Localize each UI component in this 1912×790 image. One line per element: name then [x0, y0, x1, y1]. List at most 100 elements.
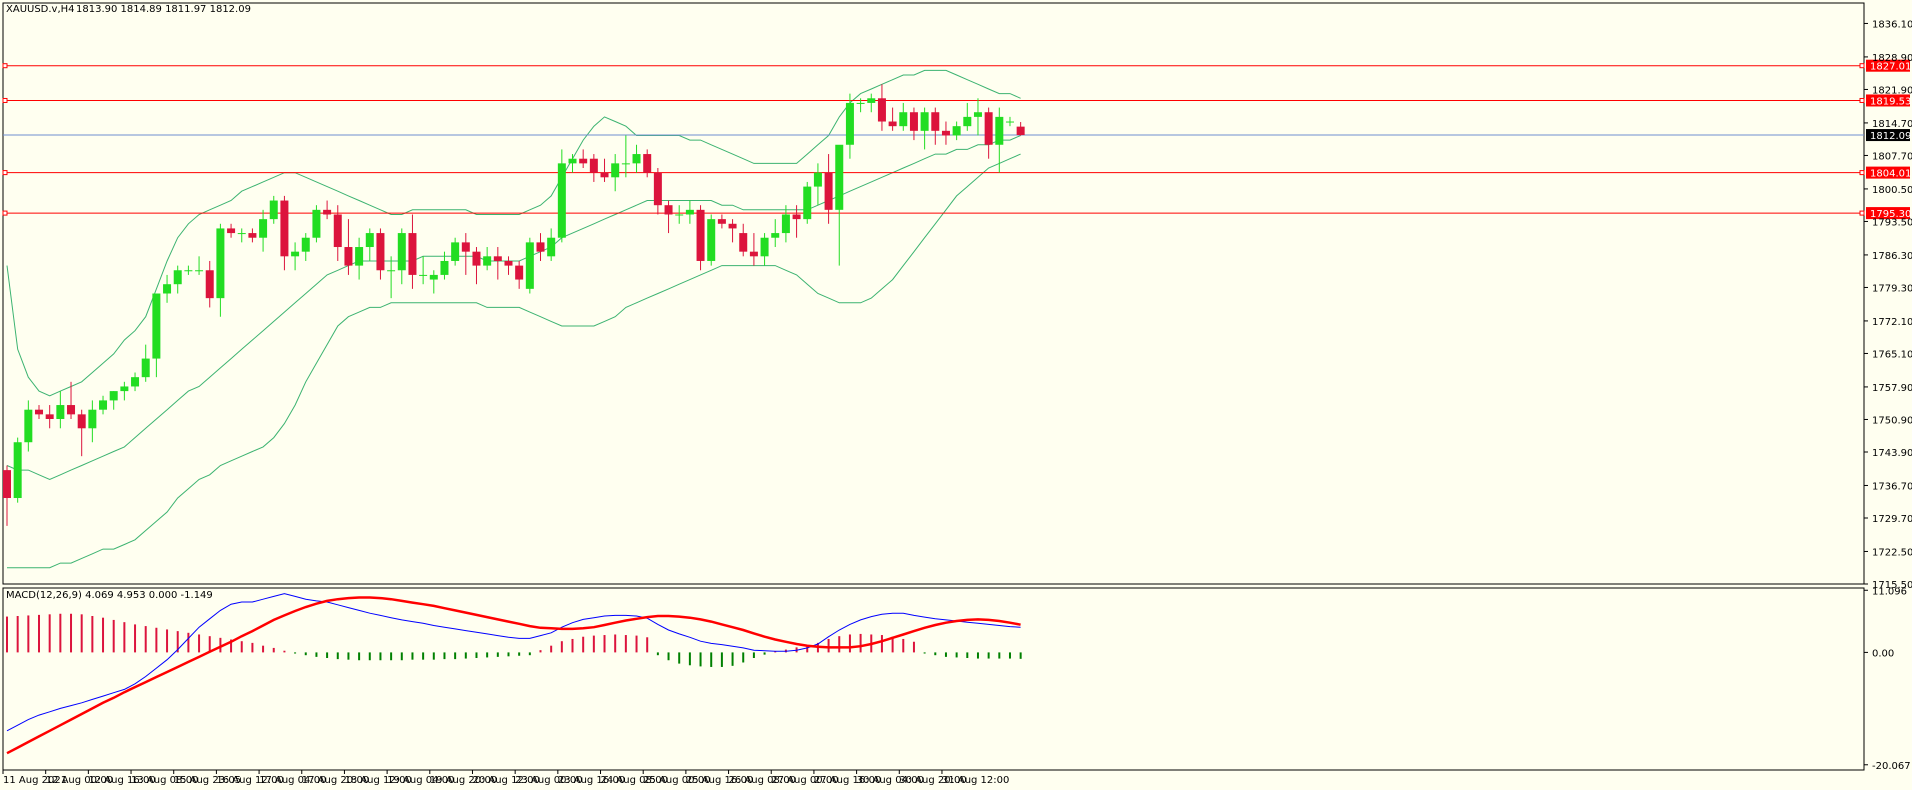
candle-body — [845, 102, 854, 145]
candle-body — [632, 154, 641, 164]
candle — [728, 219, 737, 243]
time-tick-label: 16 Aug 12:00 — [216, 775, 283, 786]
time-tick-label: 12 Aug 16:00 — [88, 775, 155, 786]
level-handle-right[interactable] — [1859, 63, 1865, 69]
macd-panel[interactable]: 11.096 0.00 -20.067 — [2, 586, 1911, 772]
time-tick-label: 17 Aug 20:00 — [302, 775, 369, 786]
price-tick-label: 1729.70 — [1872, 514, 1912, 525]
time-tick-label: 27 Aug 16:00 — [814, 775, 881, 786]
level-price-label: 1819.53 — [1870, 96, 1911, 107]
level-handle-right[interactable] — [1859, 210, 1865, 216]
time-tick-label: 26 Aug 08:00 — [729, 775, 796, 786]
candle-body — [355, 247, 364, 266]
candle-body — [739, 233, 748, 252]
candle — [184, 265, 193, 275]
candle — [547, 228, 556, 261]
time-tick-label: 24 Aug 08:00 — [601, 775, 668, 786]
main-price-panel[interactable] — [2, 2, 1865, 585]
candle — [931, 107, 940, 145]
horizontal-levels: 1827.01 1819.53 1804.01 1795.30 1812.09 — [2, 59, 1911, 220]
candle — [429, 270, 438, 294]
candle — [13, 437, 22, 503]
level-handle-left[interactable] — [2, 97, 8, 103]
level-handle-right[interactable] — [1859, 170, 1865, 176]
candle — [824, 154, 833, 224]
band-mid — [6, 135, 1021, 480]
candle-body — [88, 409, 97, 429]
candle — [291, 242, 300, 271]
candle-body — [195, 270, 204, 272]
candle — [653, 168, 662, 215]
candle-body — [461, 242, 470, 252]
candle-body — [749, 251, 758, 257]
candle-body — [269, 200, 278, 220]
candle — [301, 233, 310, 261]
candle-body — [675, 214, 684, 216]
candle — [205, 260, 214, 308]
level-handle-left[interactable] — [2, 170, 8, 176]
time-tick-label: 31 Aug 12:00 — [942, 775, 1009, 786]
candle — [88, 400, 97, 443]
candle-body — [643, 154, 652, 173]
candle-body — [493, 256, 502, 261]
candle — [483, 247, 492, 271]
price-tick-label: 1722.50 — [1872, 547, 1912, 558]
time-tick-label: 30 Aug 20:00 — [899, 775, 966, 786]
candle-body — [205, 270, 214, 299]
candle-body — [525, 242, 534, 289]
candle — [643, 149, 652, 178]
candle — [472, 247, 481, 285]
candle-body — [717, 219, 726, 224]
level-handle-right[interactable] — [1859, 97, 1865, 103]
candle — [675, 205, 684, 224]
candle — [141, 344, 150, 382]
candle — [952, 121, 961, 141]
candle-body — [963, 116, 972, 127]
candle — [525, 237, 534, 294]
candle — [344, 219, 353, 275]
candle — [600, 158, 609, 182]
candle-body — [920, 112, 929, 131]
candle — [920, 107, 929, 150]
candle — [888, 107, 897, 131]
price-tick-label: 1765.10 — [1872, 349, 1912, 360]
candle-body — [344, 247, 353, 266]
candle — [77, 409, 86, 457]
price-tick-label: 1786.30 — [1872, 251, 1912, 262]
level-price-tag — [1866, 166, 1910, 179]
price-tick-label: 1836.10 — [1872, 19, 1912, 30]
price-axis[interactable]: 1836.10 1828.90 1821.90 1814.70 1807.70 1800.… — [1864, 19, 1912, 591]
candle — [504, 256, 513, 275]
candle-body — [1016, 126, 1025, 136]
candle-body — [259, 219, 268, 238]
time-tick-label: 17 Aug 04:00 — [259, 775, 326, 786]
candle-body — [483, 256, 492, 266]
band-upper — [6, 69, 1021, 397]
macd-line — [6, 593, 1021, 732]
candle-body — [664, 205, 673, 215]
candle — [707, 214, 716, 266]
level-handle-left[interactable] — [2, 210, 8, 216]
candle — [867, 93, 876, 113]
candle — [216, 223, 225, 317]
candle-body — [440, 260, 449, 275]
candle-body — [685, 209, 694, 215]
candle — [739, 223, 748, 257]
candlesticks — [3, 84, 1025, 526]
time-tick-label: 20 Aug 12:00 — [472, 775, 539, 786]
candle-body — [365, 233, 374, 248]
candle — [67, 381, 76, 419]
candle — [984, 107, 993, 159]
candle — [685, 200, 694, 224]
candle — [493, 247, 502, 280]
candle-body — [77, 414, 86, 429]
candle — [621, 135, 630, 178]
candle-body — [973, 112, 982, 117]
candle — [461, 233, 470, 275]
level-handle-left[interactable] — [2, 63, 8, 69]
price-tick-label: 1807.70 — [1872, 151, 1912, 162]
candle-body — [781, 214, 790, 234]
candle-body — [99, 400, 108, 410]
